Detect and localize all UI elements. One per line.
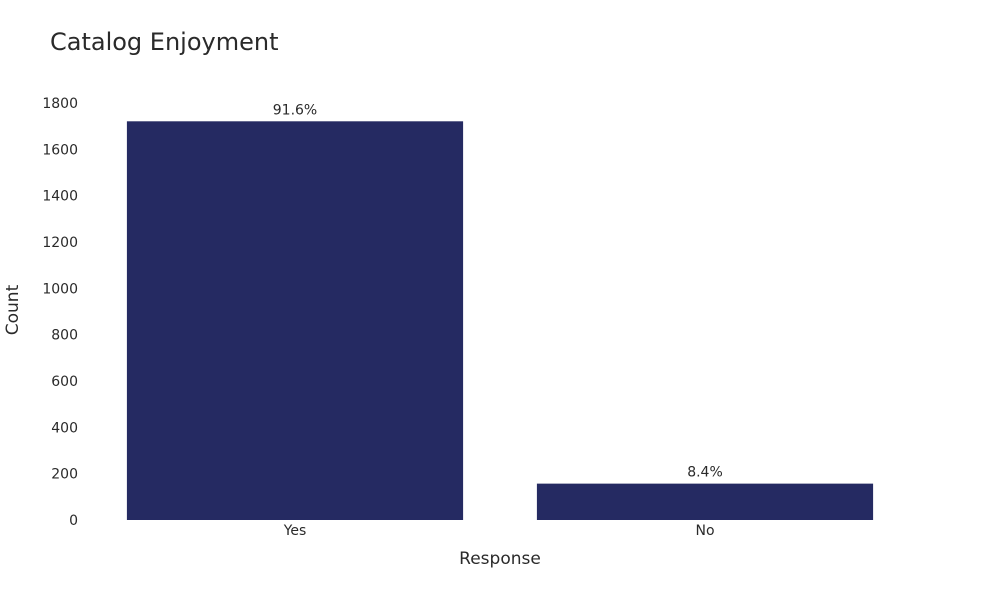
bar-no[interactable] xyxy=(536,483,874,520)
y-tick-label: 0 xyxy=(69,513,78,529)
y-tick-label: 600 xyxy=(51,374,78,390)
x-axis-ticks: Yes No xyxy=(283,523,715,539)
y-tick-label: 400 xyxy=(51,420,78,436)
chart-title: Catalog Enjoyment xyxy=(50,28,279,56)
x-tick-label: Yes xyxy=(283,523,307,539)
y-tick-label: 1000 xyxy=(42,281,78,297)
data-label: 91.6% xyxy=(273,102,317,118)
data-labels-group: 91.6% 8.4% xyxy=(273,102,723,480)
x-tick-label: No xyxy=(695,523,714,539)
y-tick-label: 1800 xyxy=(42,96,78,112)
y-axis-ticks: 0 200 400 600 800 1000 1200 1400 1600 1800 xyxy=(42,96,78,529)
x-axis-title: Response xyxy=(459,549,541,569)
y-axis-title: Count xyxy=(3,284,23,335)
bar-yes[interactable] xyxy=(126,121,464,520)
y-tick-label: 200 xyxy=(51,467,78,483)
data-label: 8.4% xyxy=(687,465,723,481)
y-tick-label: 1200 xyxy=(42,235,78,251)
y-tick-label: 1600 xyxy=(42,142,78,158)
y-tick-label: 1400 xyxy=(42,189,78,205)
y-tick-label: 800 xyxy=(51,328,78,344)
bars-group xyxy=(126,121,874,520)
